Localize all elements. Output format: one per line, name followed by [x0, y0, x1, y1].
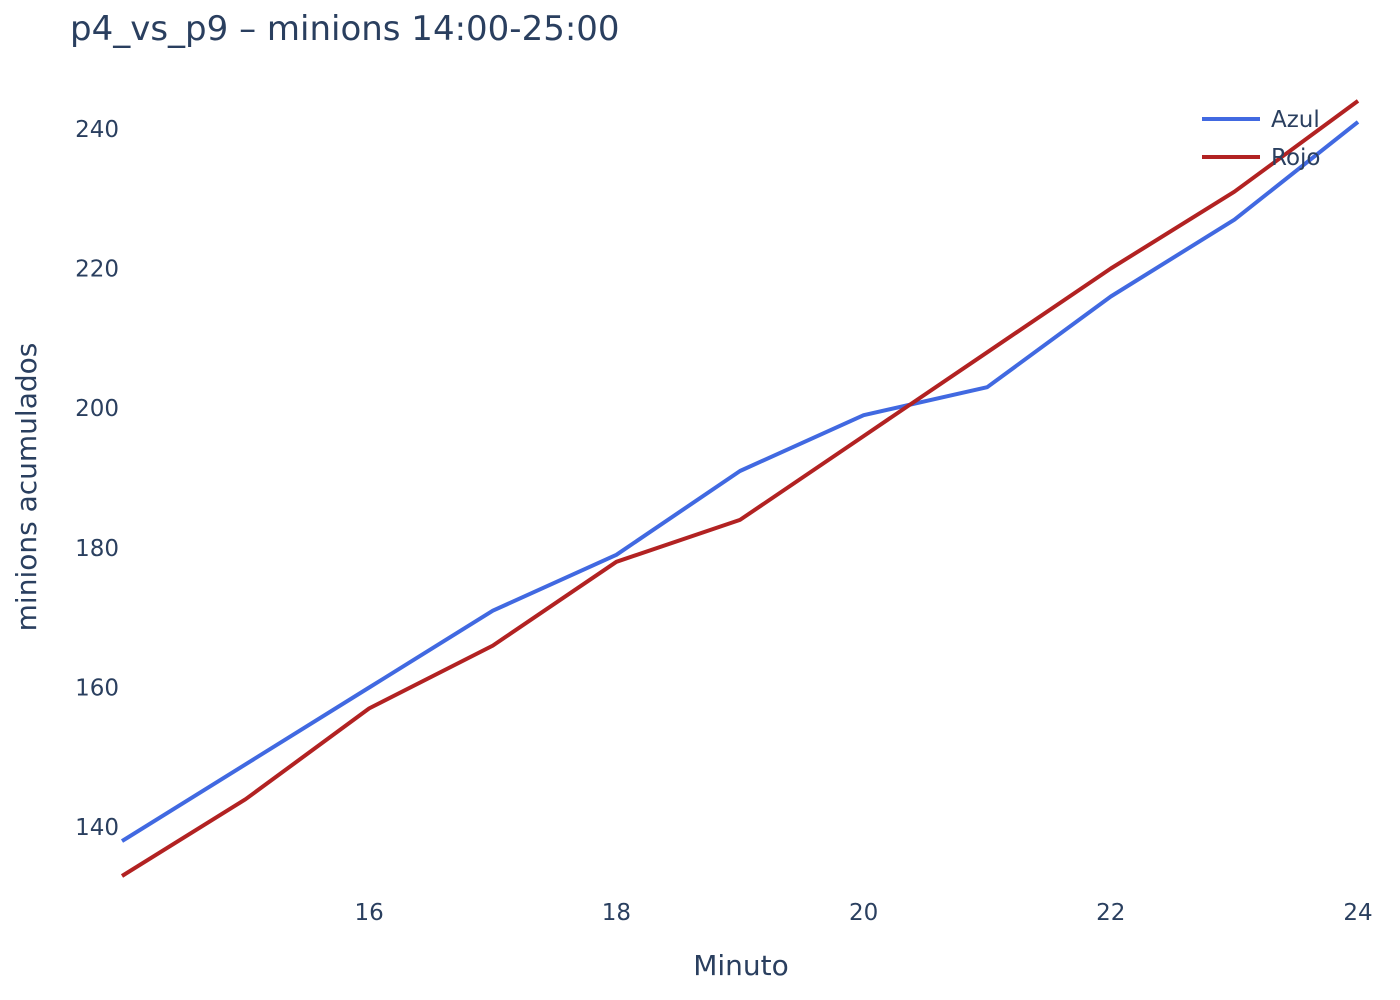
legend[interactable]: Azul Rojo — [1202, 107, 1320, 171]
legend-item-rojo[interactable]: Rojo — [1202, 145, 1320, 171]
y-tick-label: 220 — [75, 257, 119, 283]
x-tick-label: 16 — [355, 900, 384, 926]
legend-item-azul[interactable]: Azul — [1202, 107, 1320, 133]
x-tick-label: 24 — [1343, 900, 1372, 926]
x-tick-label: 18 — [602, 900, 631, 926]
y-tick-label: 180 — [75, 536, 119, 562]
chart-title: p4_vs_p9 – minions 14:00-25:00 — [70, 9, 620, 49]
legend-label: Azul — [1271, 107, 1320, 133]
x-tick-label: 20 — [849, 900, 878, 926]
y-axis: 140 160 180 200 220 240 — [75, 117, 119, 841]
plot-area — [120, 99, 1360, 878]
series-line-azul — [120, 120, 1360, 843]
x-axis-title: Minuto — [693, 949, 789, 982]
series-line-rojo — [120, 99, 1360, 878]
x-tick-label: 22 — [1096, 900, 1125, 926]
y-axis-title: minions acumulados — [10, 343, 43, 632]
y-tick-label: 160 — [75, 676, 119, 702]
y-tick-label: 200 — [75, 396, 119, 422]
legend-label: Rojo — [1271, 145, 1320, 171]
y-tick-label: 240 — [75, 117, 119, 143]
x-axis: 16 18 20 22 24 — [355, 900, 1373, 926]
y-tick-label: 140 — [75, 815, 119, 841]
